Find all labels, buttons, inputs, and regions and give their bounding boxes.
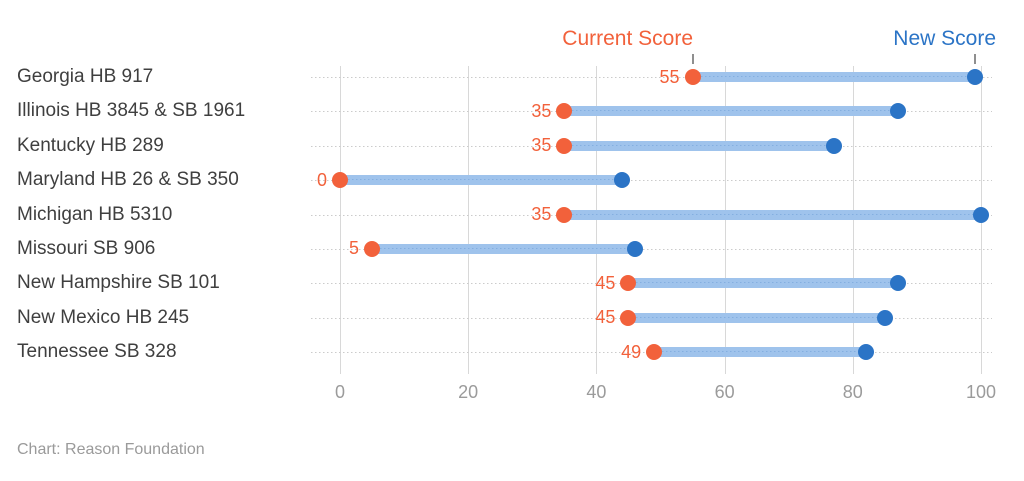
current-score-value-label: 55 (659, 66, 680, 87)
current-score-dot (620, 309, 637, 326)
gridline (596, 66, 598, 374)
legend-new-score-label: New Score (893, 27, 996, 50)
current-score-value-label: 49 (621, 341, 642, 362)
range-bar (564, 209, 981, 220)
range-bar (628, 278, 898, 289)
new-score-dot (876, 309, 893, 326)
x-axis-tick-label: 20 (458, 382, 479, 402)
x-axis-tick-label: 60 (714, 382, 735, 402)
legend-new-tick (973, 54, 976, 64)
range-bar (340, 175, 623, 186)
current-score-value-label: 45 (595, 307, 616, 328)
new-score-dot (973, 206, 989, 223)
current-score-dot (620, 275, 637, 292)
chart-credit: Chart: Reason Foundation (17, 441, 205, 458)
gridline (340, 66, 341, 374)
row-label: Kentucky HB 289 (17, 134, 164, 156)
row-label: Georgia HB 917 (17, 66, 154, 87)
row-label: Michigan HB 5310 (17, 203, 173, 225)
new-score-dot (857, 344, 874, 360)
row-guide (311, 248, 992, 250)
x-axis-tick-label: 0 (334, 382, 345, 402)
gridline (724, 66, 726, 374)
current-score-value-label: 0 (316, 169, 327, 190)
legend-current-score-label: Current Score (562, 27, 693, 50)
row-guide (311, 180, 992, 182)
x-axis-tick-label: 40 (586, 382, 607, 402)
row-label: Illinois HB 3845 & SB 1961 (17, 100, 246, 122)
new-score-dot (614, 172, 631, 189)
current-score-dot (684, 69, 701, 85)
new-score-dot (889, 275, 906, 292)
current-score-value-label: 35 (531, 204, 552, 224)
row-label: New Mexico HB 245 (17, 306, 190, 328)
current-score-dot (556, 103, 573, 120)
gridline (468, 66, 470, 374)
current-score-value-label: 35 (531, 135, 552, 156)
current-score-dot (332, 172, 348, 189)
row-guide (311, 77, 992, 78)
x-axis-tick-label: 80 (842, 382, 863, 402)
x-axis-tick-label: 100 (965, 382, 997, 402)
range-bar (372, 243, 635, 254)
row-label: Maryland HB 26 & SB 350 (17, 169, 239, 191)
legend-current-tick (691, 54, 694, 64)
new-score-dot (889, 103, 906, 120)
range-bar (564, 140, 834, 151)
row-label: Missouri SB 906 (17, 237, 156, 259)
range-bar (654, 347, 866, 357)
current-score-value-label: 35 (531, 100, 552, 121)
row-label: New Hampshire SB 101 (17, 272, 220, 294)
new-score-dot (966, 69, 983, 85)
current-score-dot (556, 137, 573, 154)
current-score-dot (364, 240, 381, 257)
range-bar (692, 72, 975, 82)
current-score-value-label: 45 (595, 272, 616, 293)
row-label: Tennessee SB 328 (17, 341, 177, 362)
new-score-dot (626, 240, 643, 257)
range-bar (628, 312, 886, 323)
gridline (852, 66, 854, 374)
range-bar (564, 106, 898, 117)
current-score-value-label: 5 (349, 238, 360, 259)
current-score-dot (646, 344, 663, 360)
new-score-dot (825, 137, 842, 154)
current-score-dot (556, 206, 573, 223)
